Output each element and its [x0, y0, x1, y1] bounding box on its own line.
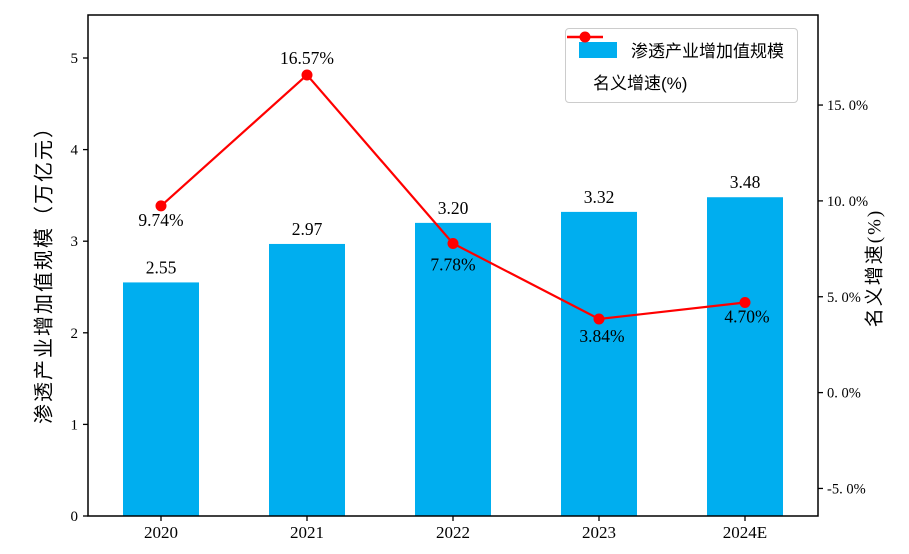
left-tick-label: 3 — [71, 234, 79, 250]
x-tick-label: 2021 — [290, 523, 324, 542]
line-point-marker — [301, 69, 313, 81]
line-point-marker — [155, 200, 167, 212]
bar-2022 — [415, 222, 491, 516]
line-series-swatch-icon — [567, 31, 603, 43]
point-value-label: 3.84% — [579, 326, 624, 346]
x-tick-label: 2024E — [723, 523, 767, 542]
point-value-label: 7.78% — [430, 254, 475, 274]
right-axis-ticks: -5. 0% 0. 0% 5. 0% 10. 0% 15. 0% — [818, 98, 868, 497]
line-point-labels: 9.74% 16.57% 7.78% 3.84% 4.70% — [138, 48, 769, 346]
line-point-marker — [593, 313, 605, 325]
legend-bar-label: 渗透产业增加值规模 — [631, 42, 784, 61]
right-tick-label: 10. 0% — [827, 194, 868, 210]
left-tick-label: 5 — [71, 51, 79, 67]
bar-series-swatch-icon — [579, 41, 617, 58]
legend: 渗透产业增加值规模 名义增速(%) — [565, 28, 798, 103]
right-tick-label: -5. 0% — [827, 481, 866, 497]
right-tick-label: 15. 0% — [827, 98, 868, 114]
x-axis-ticks: 2020 2021 2022 2023 2024E — [144, 516, 767, 542]
legend-line-label: 名义增速(%) — [593, 74, 688, 93]
x-tick-label: 2023 — [582, 523, 616, 542]
point-value-label: 16.57% — [280, 48, 334, 68]
legend-item-line-series: 名义增速(%) — [567, 31, 784, 94]
point-value-label: 4.70% — [724, 307, 769, 327]
left-axis-title: 渗透产业增加值规模（万亿元） — [33, 116, 56, 424]
bar-2020 — [123, 282, 199, 516]
bar-value-label: 2.55 — [146, 257, 177, 277]
point-value-label: 9.74% — [138, 210, 183, 230]
bar-value-labels: 2.55 2.97 3.20 3.32 3.48 — [146, 172, 761, 277]
left-tick-label: 2 — [71, 326, 79, 342]
right-tick-label: 5. 0% — [827, 290, 861, 306]
bar-value-label: 3.48 — [730, 172, 761, 192]
line-point-marker — [739, 297, 751, 309]
x-tick-label: 2022 — [436, 523, 470, 542]
right-axis-title: 名义增速(%) — [864, 208, 886, 328]
bar-series — [123, 197, 783, 516]
left-axis-ticks: 0 1 2 3 4 5 — [71, 51, 88, 525]
left-tick-label: 1 — [71, 417, 79, 433]
left-tick-label: 4 — [71, 143, 79, 159]
right-tick-label: 0. 0% — [827, 386, 861, 402]
bar-value-label: 3.32 — [584, 187, 615, 207]
bar-2021 — [269, 243, 345, 516]
bar-2024E — [707, 197, 783, 516]
left-tick-label: 0 — [71, 509, 79, 525]
bar-value-label: 2.97 — [292, 219, 323, 239]
legend-item-bar-series: 渗透产业增加值规模 — [579, 37, 784, 62]
line-point-marker — [447, 237, 459, 249]
bar-value-label: 3.20 — [438, 198, 469, 218]
x-tick-label: 2020 — [144, 523, 178, 542]
line-point-markers — [155, 69, 751, 325]
bar-2023 — [561, 211, 637, 516]
